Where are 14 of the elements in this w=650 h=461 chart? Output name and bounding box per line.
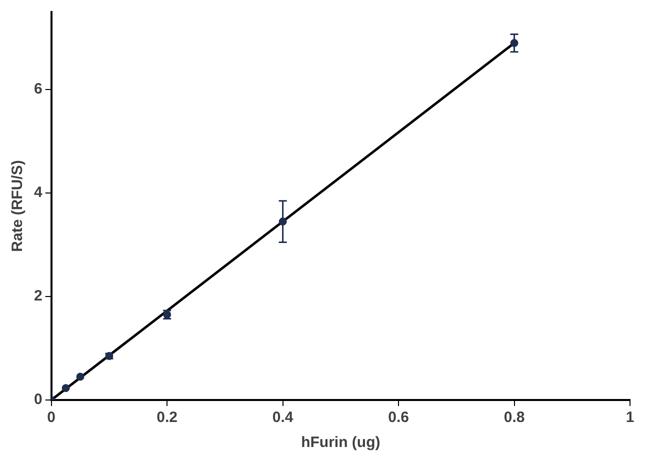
y-tick-label: 2	[34, 288, 42, 305]
y-tick-label: 0	[34, 391, 42, 408]
point	[62, 384, 70, 392]
x-tick-label: 0	[47, 409, 56, 426]
point	[76, 372, 84, 381]
x-tick-label: 1	[626, 409, 634, 426]
x-tick-label: 0.4	[272, 409, 294, 426]
x-tick-label: 0.6	[388, 409, 409, 426]
x-tick-label: 0.8	[504, 409, 525, 426]
x-tick-label: 0.2	[156, 409, 178, 426]
x-axis-title: hFurin (ug)	[301, 434, 380, 452]
y-axis-title: Rate (RFU/S)	[9, 160, 26, 252]
y-tick-label: 4	[34, 184, 43, 202]
y-tick-label: 6	[34, 80, 42, 98]
